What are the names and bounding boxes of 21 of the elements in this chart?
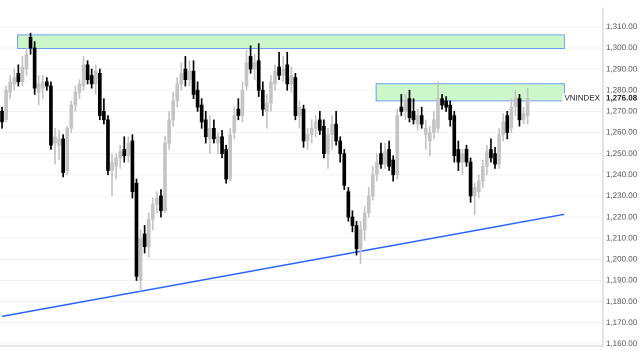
y-tick-label: 1,270.00 — [606, 106, 638, 116]
y-tick-label: 1,220.00 — [606, 212, 638, 222]
candlestick — [57, 130, 61, 160]
y-tick-label: 1,260.00 — [606, 128, 638, 137]
y-tick-label: 1,160.00 — [606, 339, 638, 348]
y-tick-label: 1,310.00 — [606, 22, 638, 32]
text: 1,276.08 — [606, 94, 638, 103]
y-tick-label: 1,290.00 — [606, 64, 638, 74]
annotation: VNINDEX — [564, 94, 601, 103]
candlestick — [53, 128, 57, 165]
y-tick-label: 1,280.00 — [606, 85, 638, 94]
y-tick-label: 1,210.00 — [606, 233, 638, 242]
y-tick-label: 1,230.00 — [606, 191, 638, 200]
y-tick-label: 1,180.00 — [606, 296, 638, 306]
y-tick-label: 1,300.00 — [606, 43, 638, 52]
y-tick-label: 1,250.00 — [606, 148, 638, 158]
y-tick-label: 1,190.00 — [606, 276, 638, 285]
y-tick-label: 1,240.00 — [606, 170, 638, 179]
y-tick-label: 1,200.00 — [606, 254, 638, 264]
candlestick — [110, 153, 114, 196]
y-tick-label: 1,170.00 — [606, 318, 638, 327]
